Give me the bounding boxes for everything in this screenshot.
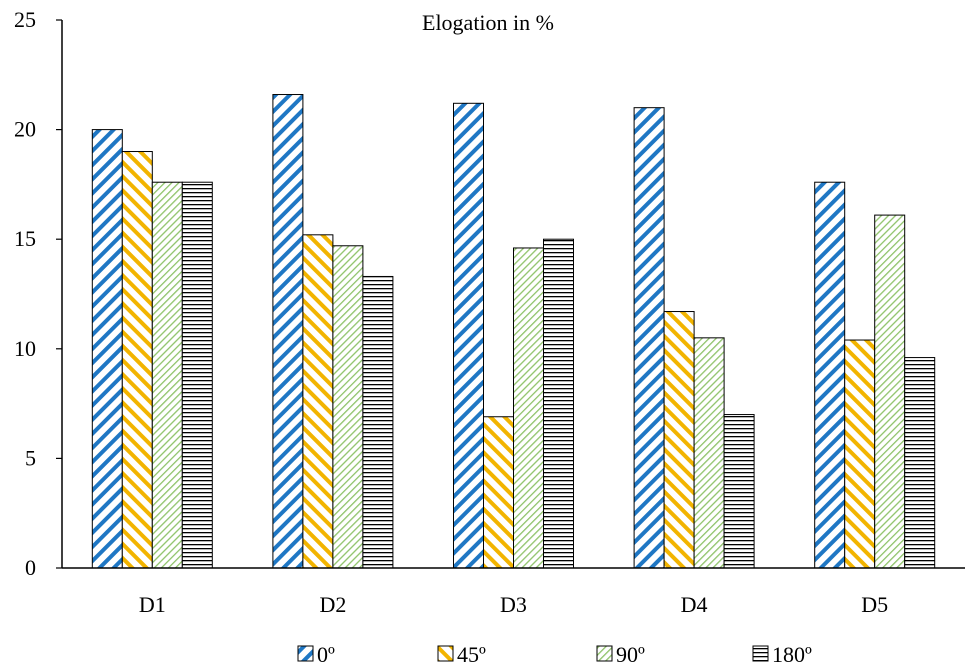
bar-d2-series-1 xyxy=(302,234,334,569)
y-tick-label: 10 xyxy=(14,336,36,361)
y-tick-label: 15 xyxy=(14,226,36,251)
y-tick-label: 5 xyxy=(25,445,36,470)
x-tick-label: D3 xyxy=(500,592,527,617)
legend: 0º 45º 90º 180º xyxy=(297,642,812,667)
bar-d4-series-1 xyxy=(663,311,695,569)
legend-label: 90º xyxy=(616,642,645,667)
bar-d3-series-2 xyxy=(513,247,544,569)
legend-label: 0º xyxy=(317,642,335,667)
y-axis-ticks: 0 5 10 15 20 25 xyxy=(14,7,62,580)
y-tick-label: 0 xyxy=(25,555,36,580)
x-axis-ticks: D1 D2 D3 D4 D5 xyxy=(139,592,888,617)
bar-d5-series-0 xyxy=(814,181,846,569)
legend-swatch xyxy=(297,645,314,662)
bar-d5-series-2 xyxy=(874,214,906,569)
bar-d3-series-1 xyxy=(483,416,514,569)
y-tick-label: 25 xyxy=(14,7,36,32)
bars-group xyxy=(91,94,936,569)
bar-d1-series-1 xyxy=(121,151,153,569)
legend-swatch xyxy=(752,645,769,662)
bar-d4-series-2 xyxy=(693,337,725,569)
bar-d1-series-3 xyxy=(181,181,213,569)
bar-d5-series-3 xyxy=(904,357,936,569)
bar-d1-series-0 xyxy=(91,129,123,569)
bar-d2-series-2 xyxy=(332,245,364,569)
legend-swatch xyxy=(596,645,613,662)
bar-d3-series-3 xyxy=(543,238,574,569)
bar-d1-series-2 xyxy=(151,181,183,569)
bar-d4-series-0 xyxy=(633,107,665,569)
bar-d3-series-0 xyxy=(453,102,484,569)
bar-d2-series-0 xyxy=(272,94,304,569)
legend-swatch xyxy=(437,645,454,662)
bar-d4-series-3 xyxy=(723,414,755,569)
legend-label: 180º xyxy=(772,642,812,667)
x-tick-label: D2 xyxy=(319,592,346,617)
bar-d2-series-3 xyxy=(362,275,394,569)
x-tick-label: D5 xyxy=(861,592,888,617)
bar-d5-series-1 xyxy=(844,339,876,569)
y-tick-label: 20 xyxy=(14,117,36,142)
x-tick-label: D4 xyxy=(681,592,708,617)
chart-title: Elogation in % xyxy=(422,10,554,35)
legend-label: 45º xyxy=(457,642,486,667)
x-tick-label: D1 xyxy=(139,592,166,617)
